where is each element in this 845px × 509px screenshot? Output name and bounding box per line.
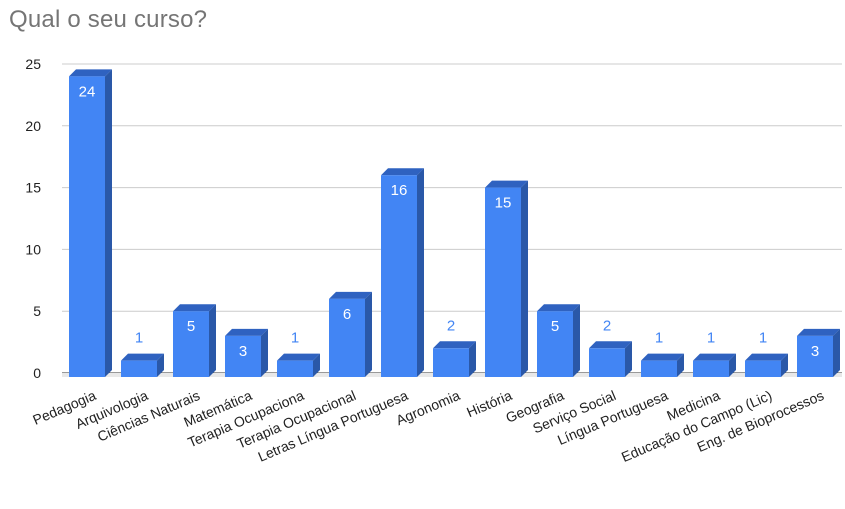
bar-11	[589, 341, 632, 377]
data-label: 3	[811, 343, 819, 360]
bar-side	[729, 353, 736, 377]
data-label: 16	[391, 182, 408, 199]
bar-side	[625, 341, 632, 377]
bar-13	[693, 353, 736, 377]
bar-side	[833, 328, 840, 377]
bar-side	[209, 304, 216, 377]
data-label: 24	[79, 83, 96, 100]
bar-4	[225, 328, 268, 377]
bar-top	[745, 353, 788, 361]
bar-top	[641, 353, 684, 361]
bar-front	[693, 360, 729, 377]
bar-top	[433, 341, 476, 349]
bar-front	[745, 360, 781, 377]
bar-3	[173, 304, 216, 377]
bar-side	[677, 353, 684, 377]
y-tick-label: 20	[25, 118, 41, 134]
data-label: 1	[655, 330, 663, 347]
bar-side	[365, 291, 372, 377]
y-tick-label: 10	[25, 241, 41, 257]
bar-8	[433, 341, 476, 377]
bar-top	[381, 168, 424, 176]
bar-side	[313, 353, 320, 377]
bar-front	[225, 335, 261, 377]
bar-10	[537, 304, 580, 377]
bar-14	[745, 353, 788, 377]
bar-12	[641, 353, 684, 377]
bar-1	[69, 69, 112, 378]
bar-side	[521, 180, 528, 377]
y-tick-label: 15	[25, 180, 41, 196]
bar-front	[173, 311, 209, 377]
bar-front	[329, 298, 365, 377]
bar-front	[641, 360, 677, 377]
bar-top	[69, 69, 112, 77]
bar-side	[781, 353, 788, 377]
bar-2	[121, 353, 164, 377]
data-label: 1	[291, 330, 299, 347]
data-label: 3	[239, 343, 247, 360]
bar-front	[797, 335, 833, 377]
bar-front	[589, 348, 625, 377]
bar-top	[225, 328, 268, 336]
bar-side	[261, 328, 268, 377]
bar-top	[277, 353, 320, 361]
data-label: 1	[707, 330, 715, 347]
bar-front	[381, 175, 417, 377]
bar-front	[277, 360, 313, 377]
bar-top	[485, 180, 528, 188]
data-label: 15	[495, 195, 512, 212]
data-label: 6	[343, 306, 351, 323]
bar-7	[381, 168, 424, 377]
bar-6	[329, 291, 372, 377]
chart-title: Qual o seu curso?	[9, 6, 208, 33]
bar-9	[485, 180, 528, 377]
data-label: 2	[447, 317, 455, 334]
bar-top	[797, 328, 840, 336]
bar-side	[469, 341, 476, 377]
data-label: 5	[187, 318, 195, 335]
bar-top	[329, 291, 372, 299]
y-tick-label: 5	[33, 303, 41, 319]
bar-side	[105, 69, 112, 378]
bar-front	[485, 187, 521, 377]
bar-15	[797, 328, 840, 377]
bar-top	[173, 304, 216, 312]
bar-front	[121, 360, 157, 377]
bar-side	[573, 304, 580, 377]
bar-front	[69, 76, 105, 378]
bar-top	[121, 353, 164, 361]
data-label: 1	[135, 330, 143, 347]
data-label: 5	[551, 318, 559, 335]
bar-side	[417, 168, 424, 377]
data-label: 2	[603, 317, 611, 334]
data-label: 1	[759, 330, 767, 347]
bar-top	[537, 304, 580, 312]
bar-top	[589, 341, 632, 349]
bar-top	[693, 353, 736, 361]
bar-side	[157, 353, 164, 377]
y-tick-label: 0	[33, 365, 41, 381]
bar-front	[433, 348, 469, 377]
y-tick-label: 25	[25, 56, 41, 72]
bar-5	[277, 353, 320, 377]
bar-front	[537, 311, 573, 377]
